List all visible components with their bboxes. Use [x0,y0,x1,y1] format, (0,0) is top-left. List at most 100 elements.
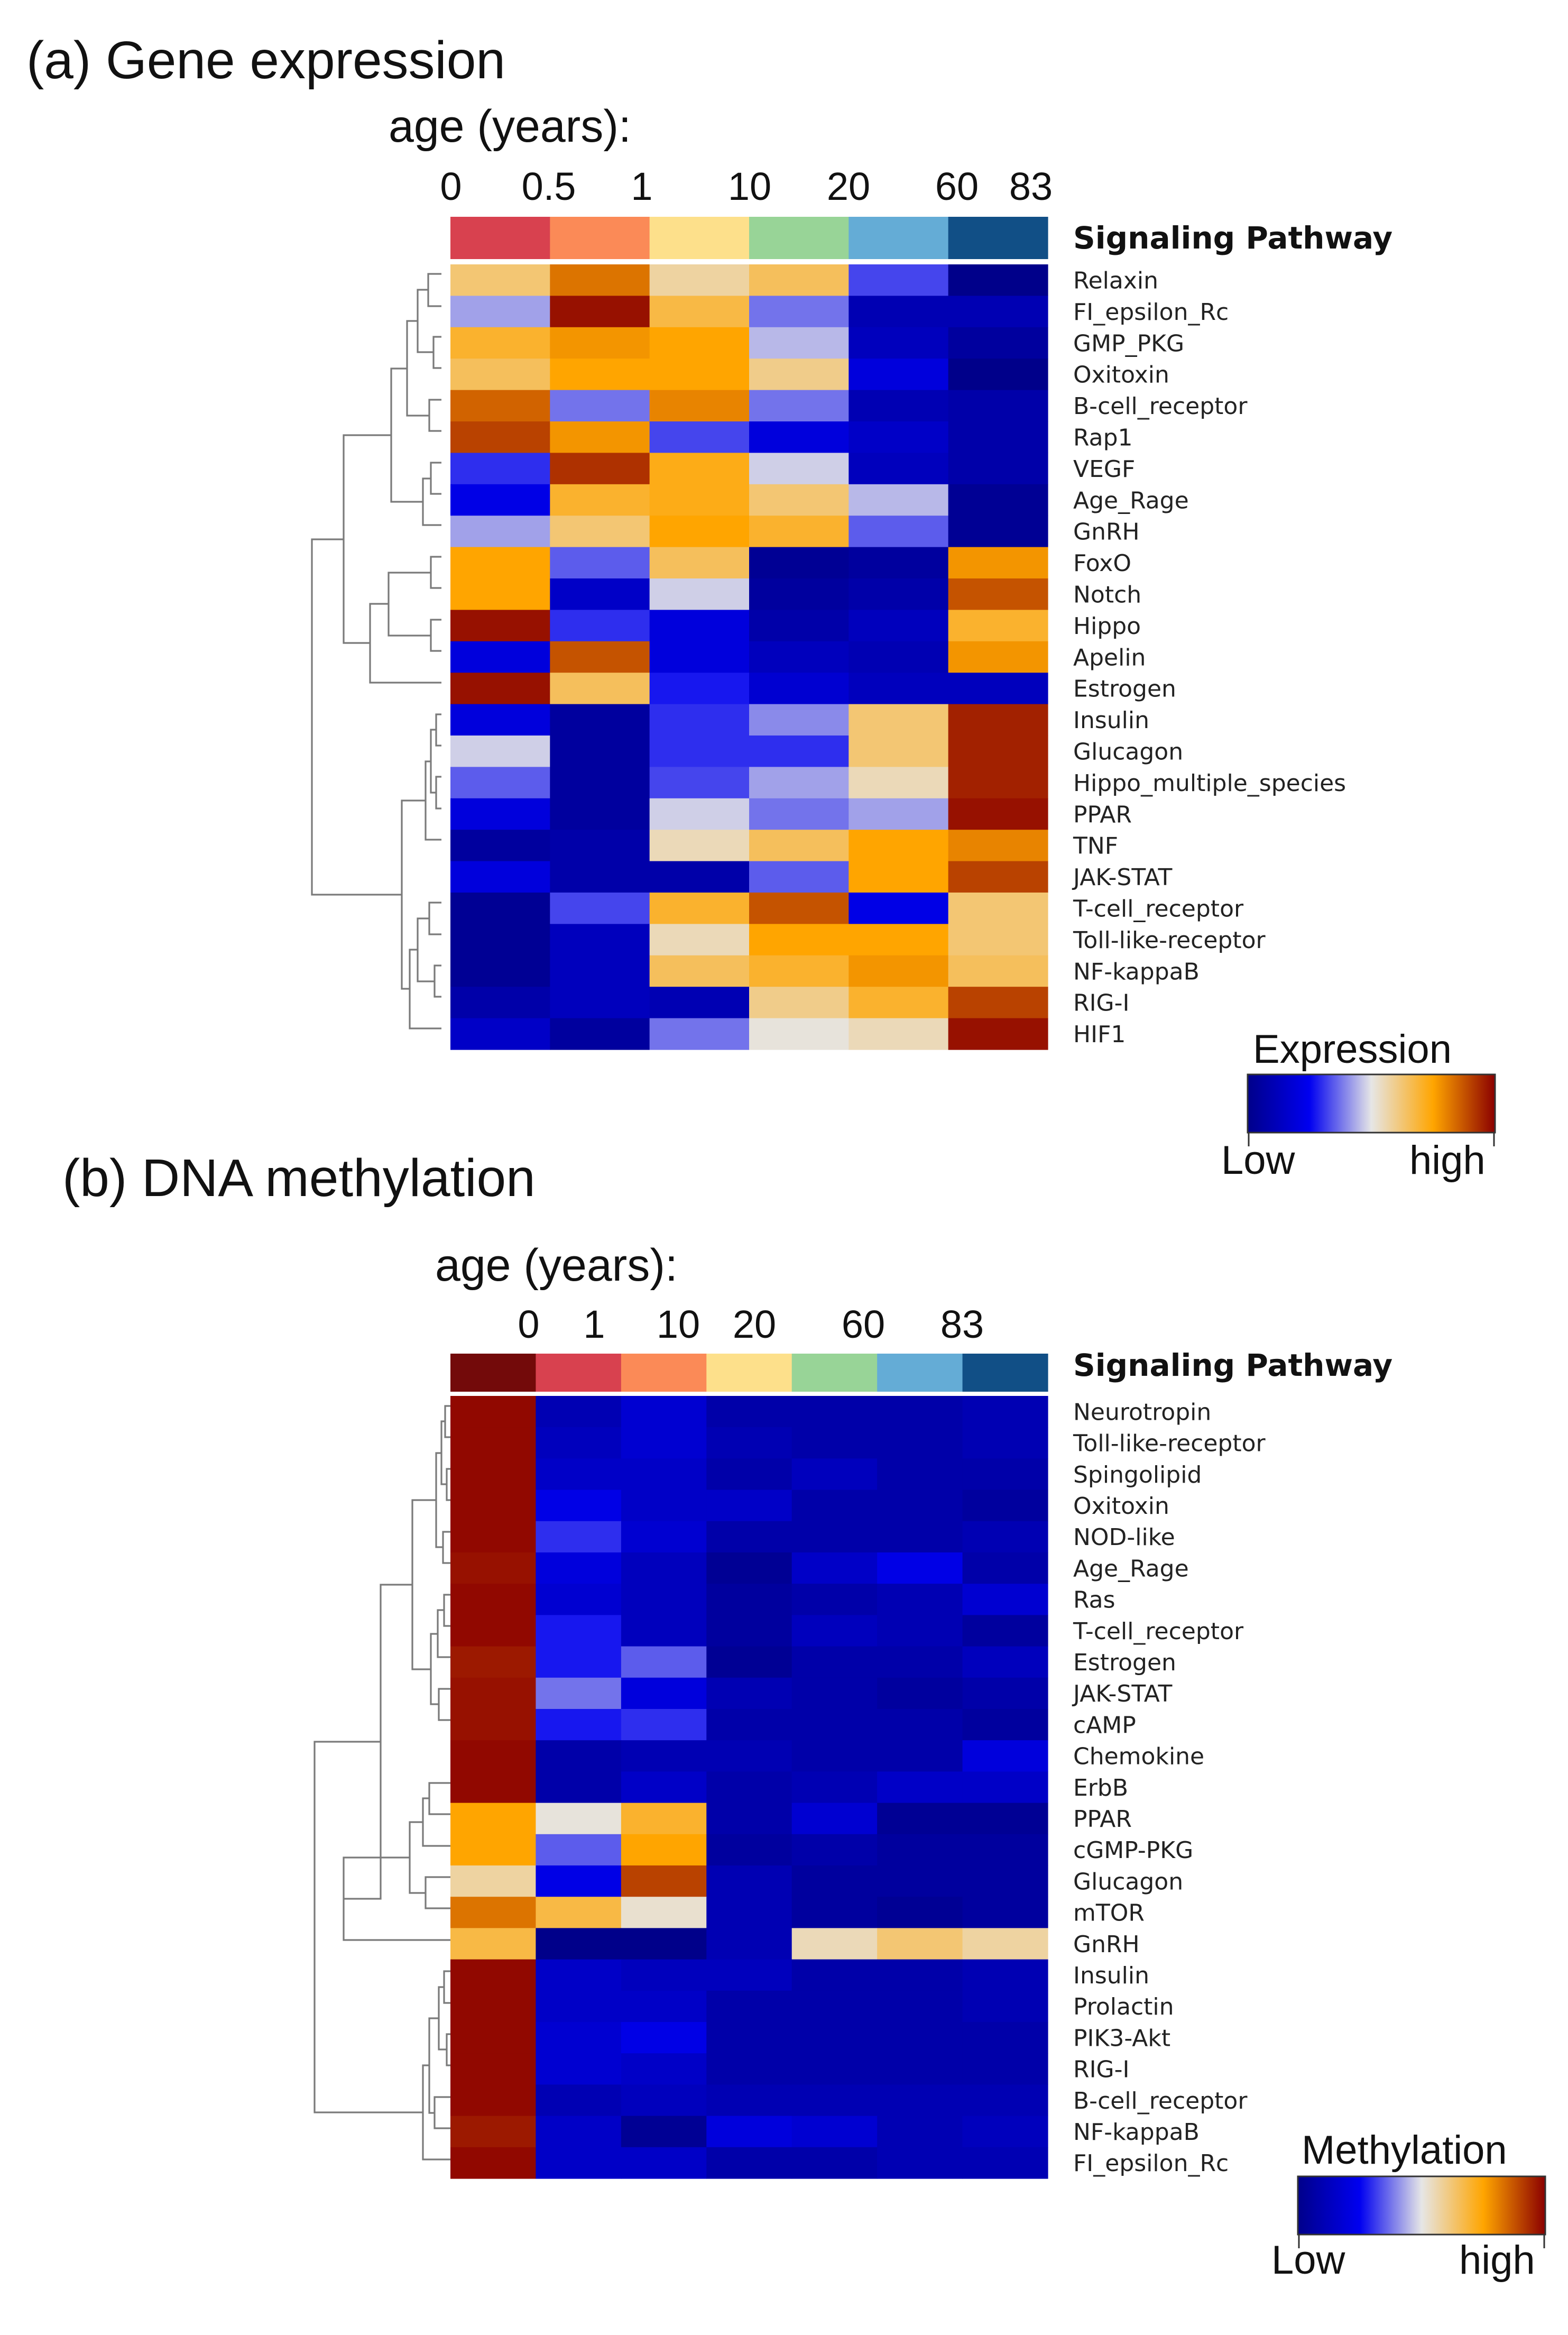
row-label: PPAR [1073,801,1132,828]
heatmap-cell [649,358,750,391]
heatmap-cell [649,861,750,893]
row-label: Toll-like-receptor [1073,927,1266,954]
age-group-swatch [450,1354,537,1392]
heatmap-cell [962,1646,1048,1678]
panel-b-heatmap-cells [450,1396,1048,2179]
heatmap-cell [706,1396,792,1428]
heatmap-cell [848,264,949,296]
heatmap-cell [749,955,849,987]
heatmap-cell [450,578,550,610]
heatmap-cell [706,1928,792,1960]
heatmap-cell [791,2147,878,2179]
panel-a-age-group-bar [450,217,1048,259]
heatmap-cell [706,1771,792,1804]
heatmap-cell [877,2053,963,2085]
age-group-swatch [877,1354,963,1392]
heatmap-cell [848,578,949,610]
heatmap-cell [948,547,1048,579]
heatmap-cell [877,1865,963,1897]
heatmap-cell [450,1897,537,1928]
heatmap-cell [536,1740,622,1772]
heatmap-cell [877,2022,963,2054]
row-label: JAK-STAT [1072,1680,1172,1707]
heatmap-cell [550,955,650,987]
heatmap-cell [706,1552,792,1584]
heatmap-cell [536,1458,622,1491]
heatmap-cell [791,1427,878,1459]
heatmap-cell [450,1018,550,1050]
heatmap-cell [621,2116,707,2148]
heatmap-cell [848,358,949,391]
heatmap-cell [948,798,1048,830]
heatmap-cell [962,2116,1048,2148]
panel-b-age-label: age (years): [435,1240,678,1291]
panel-b-column-header: Signaling Pathway [1073,1347,1392,1383]
heatmap-cell [450,1834,537,1866]
row-label: Glucagon [1073,1868,1183,1895]
row-label: GMP_PKG [1073,330,1184,357]
heatmap-cell [962,1677,1048,1709]
heatmap-cell [536,2022,622,2054]
heatmap-cell [450,1615,537,1647]
heatmap-cell [536,1834,622,1866]
heatmap-cell [649,704,750,736]
heatmap-cell [791,2022,878,2054]
row-label: Glucagon [1073,739,1183,766]
row-label: Oxitoxin [1073,1493,1169,1520]
heatmap-cell [948,484,1048,516]
heatmap-cell [948,390,1048,422]
panel-b-legend-title: Methylation [1302,2128,1507,2173]
heatmap-cell [550,264,650,296]
heatmap-cell [877,1959,963,1991]
heatmap-cell [749,296,849,328]
panel-a-column-header: Signaling Pathway [1073,220,1392,256]
heatmap-cell [706,1865,792,1897]
heatmap-cell [450,704,550,736]
heatmap-cell [550,893,650,924]
heatmap-cell [948,987,1048,1019]
heatmap-cell [791,1990,878,2023]
heatmap-cell [848,924,949,956]
heatmap-cell [877,1646,963,1678]
heatmap-cell [536,1615,622,1647]
heatmap-cell [450,2116,537,2148]
age-tick: 10 [657,1302,700,1346]
heatmap-cell [962,1427,1048,1459]
row-label: Insulin [1073,707,1149,734]
age-tick: 1 [583,1302,605,1346]
heatmap-cell [962,1552,1048,1584]
heatmap-cell [450,673,550,705]
row-label: GnRH [1073,1931,1140,1958]
heatmap-cell [749,327,849,359]
heatmap-cell [962,1928,1048,1960]
heatmap-cell [749,861,849,893]
heatmap-cell [536,1490,622,1522]
heatmap-cell [848,767,949,799]
heatmap-cell [450,1552,537,1584]
heatmap-cell [706,1740,792,1772]
heatmap-cell [550,453,650,485]
heatmap-cell [749,358,849,391]
heatmap-cell [450,2053,537,2085]
heatmap-cell [791,1709,878,1741]
heatmap-cell [791,1803,878,1835]
panel-b-age-ticks: 0 1 10 20 60 83 [518,1302,984,1346]
heatmap-cell [450,736,550,767]
row-label: Rap1 [1073,425,1133,452]
panel-b-title: (b) DNA methylation [62,1148,536,1208]
heatmap-cell [706,1490,792,1522]
heatmap-cell [621,1928,707,1960]
heatmap-cell [962,1458,1048,1491]
heatmap-cell [962,2022,1048,2054]
heatmap-cell [848,1018,949,1050]
heatmap-cell [649,547,750,579]
row-label: NF-kappaB [1073,958,1200,985]
heatmap-cell [791,1865,878,1897]
heatmap-cell [450,861,550,893]
heatmap-cell [948,327,1048,359]
heatmap-cell [962,1396,1048,1428]
heatmap-cell [877,1552,963,1584]
heatmap-cell [649,1018,750,1050]
heatmap-cell [450,327,550,359]
